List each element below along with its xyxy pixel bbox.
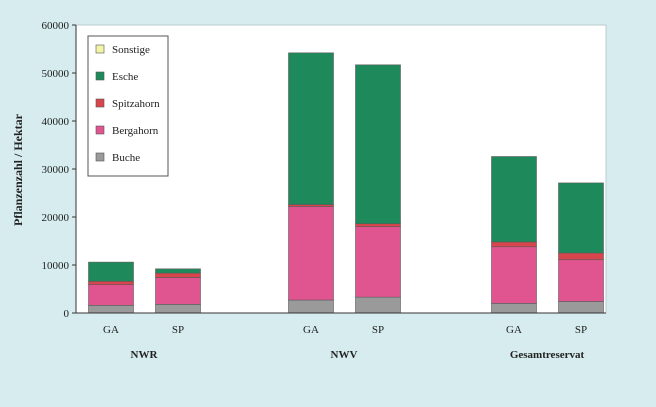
group-label: NWV (331, 349, 358, 361)
bar-segment-spitzahorn (491, 241, 537, 248)
group-label: Gesamtreservat (510, 349, 585, 361)
bar-segment-esche (355, 64, 401, 225)
bar-segment-buche (491, 303, 537, 314)
y-axis: 0 10000 20000 30000 40000 50000 60000 (42, 20, 77, 320)
bar-segment-bergahorn (88, 284, 134, 306)
x-tick-label: SP (172, 324, 184, 336)
bar-segment-buche (558, 301, 604, 314)
y-tick-label: 10000 (42, 260, 70, 272)
y-tick-label: 30000 (42, 164, 70, 176)
legend-label: Buche (112, 152, 140, 164)
legend-swatch (95, 152, 105, 162)
legend-label: Esche (112, 71, 138, 83)
bar-segment-bergahorn (288, 206, 334, 301)
x-tick-label: GA (506, 324, 522, 336)
legend-swatch (95, 71, 105, 81)
bar-segment-esche (491, 156, 537, 243)
bar-segment-bergahorn (355, 226, 401, 298)
bar-segment-spitzahorn (355, 223, 401, 227)
x-tick-label: SP (575, 324, 587, 336)
group-label: NWR (131, 349, 159, 361)
bar-segment-bergahorn (558, 259, 604, 302)
bar-segment-buche (288, 299, 334, 314)
y-tick-label: 40000 (42, 116, 70, 128)
bar-segment-esche (155, 268, 201, 274)
bar-segment-buche (355, 296, 401, 314)
legend-label: Spitzahorn (112, 98, 160, 110)
bar-segment-esche (558, 182, 604, 254)
legend-swatch (95, 44, 105, 54)
bar-segment-esche (88, 261, 134, 282)
x-tick-label: SP (372, 324, 384, 336)
bar-segment-esche (288, 52, 334, 205)
legend-swatch (95, 125, 105, 135)
bar-segment-bergahorn (155, 277, 201, 305)
bar-segment-bergahorn (491, 246, 537, 304)
y-tick-label: 50000 (42, 68, 70, 80)
bar-segment-spitzahorn (155, 272, 201, 278)
bar-segment-buche (155, 304, 201, 314)
legend-swatch (95, 98, 105, 108)
legend-label: Sonstige (112, 44, 150, 56)
legend-label: Bergahorn (112, 125, 159, 137)
legend: Sonstige Esche Spitzahorn Bergahorn Buche (87, 35, 169, 177)
bar-segment-spitzahorn (88, 281, 134, 285)
y-tick-label: 20000 (42, 212, 70, 224)
x-tick-label: GA (303, 324, 319, 336)
bars (88, 52, 604, 314)
x-axis: GA SP GA SP GA SP NWR NWV Gesamtreservat (76, 312, 606, 361)
y-tick-label: 0 (64, 308, 70, 320)
y-axis-label: Pflanzenzahl / Hektar (11, 113, 25, 226)
x-tick-label: GA (103, 324, 119, 336)
y-tick-label: 60000 (42, 20, 70, 32)
bar-segment-buche (88, 305, 134, 314)
bar-segment-spitzahorn (558, 252, 604, 261)
